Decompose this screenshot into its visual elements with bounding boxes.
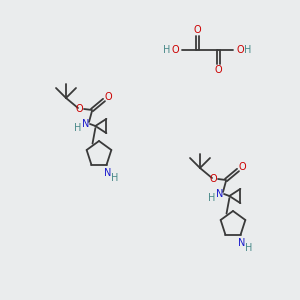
Text: N: N (82, 119, 90, 129)
Text: H: H (208, 193, 216, 203)
Text: O: O (104, 92, 112, 102)
Text: O: O (171, 45, 179, 55)
Text: H: H (74, 123, 82, 133)
Text: N: N (104, 167, 111, 178)
Text: H: H (244, 45, 252, 55)
Text: H: H (245, 242, 252, 253)
Text: H: H (163, 45, 171, 55)
Text: N: N (238, 238, 245, 248)
Text: O: O (238, 162, 246, 172)
Text: O: O (75, 104, 83, 114)
Text: N: N (216, 189, 224, 199)
Text: O: O (193, 25, 201, 35)
Text: O: O (209, 174, 217, 184)
Text: O: O (236, 45, 244, 55)
Text: H: H (111, 172, 118, 182)
Text: O: O (214, 65, 222, 75)
